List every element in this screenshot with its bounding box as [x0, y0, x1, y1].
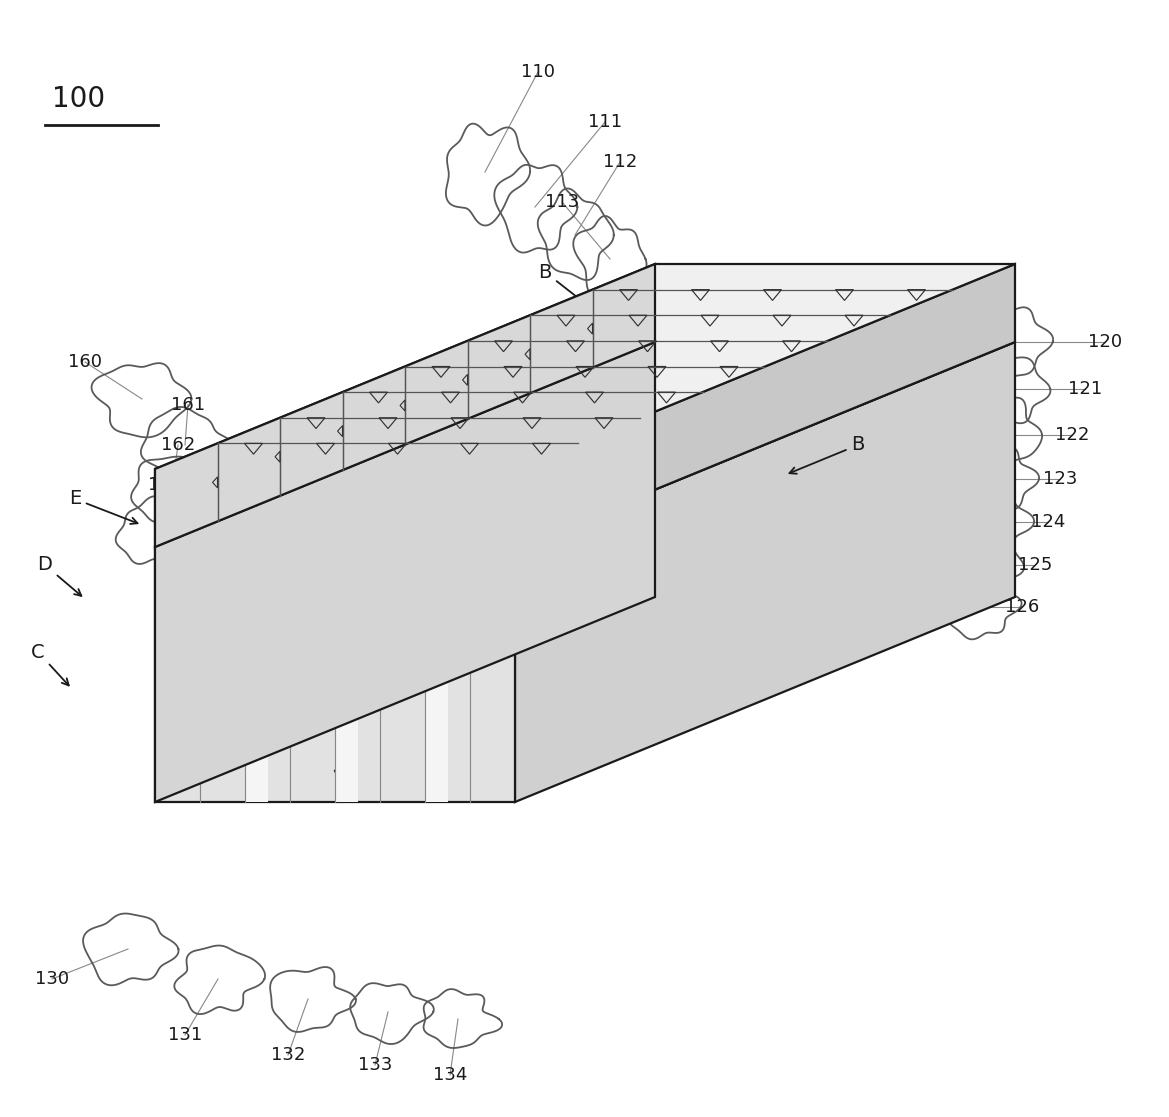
Text: E: E [413, 555, 468, 582]
Polygon shape [155, 264, 1015, 469]
Text: A: A [413, 525, 478, 558]
Polygon shape [155, 264, 655, 547]
Polygon shape [155, 342, 655, 802]
Text: 110: 110 [521, 63, 555, 82]
Text: 121: 121 [1067, 380, 1102, 398]
Polygon shape [336, 547, 358, 802]
Text: C: C [32, 642, 69, 686]
Polygon shape [426, 547, 448, 802]
Text: C: C [331, 716, 345, 777]
Text: 162: 162 [161, 436, 195, 454]
Text: A: A [226, 446, 284, 487]
Polygon shape [155, 342, 1015, 547]
Text: 100: 100 [51, 85, 105, 113]
Text: 113: 113 [545, 193, 579, 211]
Text: 161: 161 [171, 397, 205, 414]
Text: D: D [37, 555, 82, 595]
Text: 133: 133 [358, 1056, 392, 1075]
Text: 120: 120 [1088, 333, 1122, 351]
Text: D: D [338, 620, 352, 675]
Polygon shape [516, 264, 1015, 547]
Text: B: B [789, 436, 865, 474]
Text: 111: 111 [588, 113, 622, 131]
Polygon shape [155, 547, 516, 802]
Text: 123: 123 [1043, 470, 1077, 488]
Text: 130: 130 [35, 970, 69, 989]
Text: 124: 124 [1031, 513, 1065, 531]
Polygon shape [245, 547, 268, 802]
Text: 125: 125 [1018, 556, 1052, 574]
Text: 126: 126 [1005, 598, 1039, 615]
Text: 132: 132 [271, 1046, 305, 1065]
Text: 163: 163 [147, 476, 182, 494]
Text: 134: 134 [433, 1066, 468, 1083]
Polygon shape [516, 342, 1015, 802]
Text: E: E [69, 489, 138, 524]
Text: B: B [538, 262, 601, 316]
Text: 160: 160 [68, 353, 102, 371]
Polygon shape [155, 469, 516, 547]
Text: 122: 122 [1054, 426, 1090, 443]
Text: 112: 112 [603, 153, 637, 171]
Text: 131: 131 [168, 1027, 202, 1044]
